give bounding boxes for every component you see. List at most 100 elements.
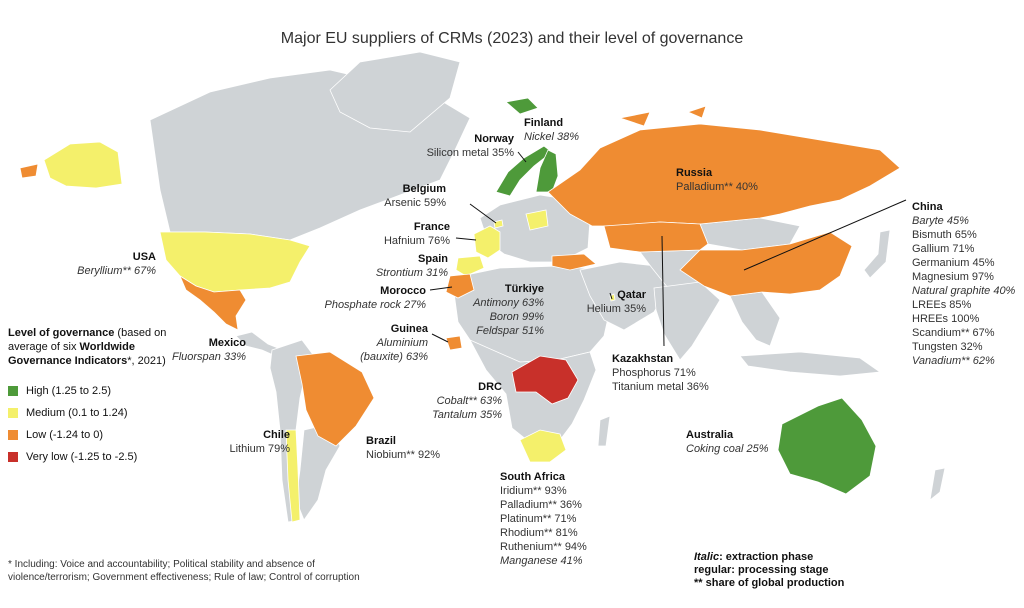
material-line: Feldspar 51%: [476, 325, 544, 337]
material-line: Tantalum 35%: [432, 409, 502, 421]
drc-shape: [511, 355, 579, 405]
footnote: * Including: Voice and accountability; P…: [8, 559, 360, 583]
country-name: Guinea: [390, 323, 428, 335]
material-line: Nickel 38%: [524, 131, 580, 143]
south-africa-shape: [519, 429, 567, 463]
material-line: Baryte 45%: [912, 215, 969, 227]
phase-key: Italic: extraction phase regular: proces…: [694, 551, 844, 590]
chile-shape: [285, 429, 301, 523]
finland-label: Finland Nickel 38%: [524, 116, 579, 144]
material-line: Magnesium 97%: [912, 271, 994, 283]
material-line: Coking coal 25%: [686, 443, 769, 455]
morocco-leader: [429, 286, 453, 291]
material-line: LREEs 85%: [912, 299, 972, 311]
south-africa-label: South Africa Iridium** 93% Palladium** 36%…: [500, 470, 587, 568]
greenland-shape: [329, 51, 461, 133]
material-line: Manganese 41%: [500, 555, 583, 567]
country-name: Russia: [676, 167, 713, 179]
japan-shape: [863, 229, 891, 279]
france-label: France Hafnium 76%: [372, 220, 450, 248]
country-name: Morocco: [380, 285, 426, 297]
material-line: Aluminium: [376, 337, 428, 349]
china-label: China Baryte 45% Bismuth 65% Gallium 71% Ger…: [912, 200, 1015, 368]
chile-label: Chile Lithium 79%: [200, 428, 290, 456]
legend: Level of governance (based on average of…: [8, 326, 188, 472]
guinea-shape: [445, 335, 463, 351]
usa-shape: [159, 231, 311, 293]
australia-label: Australia Coking coal 25%: [686, 428, 769, 456]
material-line: Phosphorus 71%: [612, 367, 696, 379]
belgium-label: Belgium Arsenic 59%: [376, 182, 446, 210]
morocco-label: Morocco Phosphate rock 27%: [310, 284, 426, 312]
new-zealand-shape: [929, 467, 946, 501]
key-share: ** share of global production: [694, 577, 845, 589]
legend-items: High (1.25 to 2.5) Medium (0.1 to 1.24) …: [8, 384, 188, 464]
chukotka-shape: [19, 163, 39, 179]
country-name: Spain: [418, 253, 448, 265]
medium-governance-countries: [43, 141, 616, 523]
qatar-leader: [609, 292, 613, 300]
kazakhstan-label: Kazakhstan Phosphorus 71% Titanium metal 3…: [612, 352, 709, 394]
france-shape: [473, 225, 501, 259]
material-line: Phosphate rock 27%: [324, 299, 426, 311]
china-leader: [743, 199, 907, 271]
kazakhstan-leader: [661, 235, 665, 347]
key-italic: Italic: extraction phase: [694, 551, 814, 563]
low-governance-countries: [19, 105, 901, 447]
guinea-leader: [431, 333, 449, 343]
middle-east-shape: [579, 261, 669, 331]
usa-label: USA Beryllium** 67%: [66, 250, 156, 278]
guinea-label: Guinea Aluminium (bauxite) 63%: [350, 322, 428, 364]
legend-swatch-medium: [8, 408, 18, 418]
material-line: Germanium 45%: [912, 257, 995, 269]
turkiye-shape: [551, 253, 597, 271]
madagascar-shape: [597, 415, 611, 447]
material-line: Gallium 71%: [912, 243, 975, 255]
material-line: Titanium metal 36%: [612, 381, 709, 393]
material-line: Bismuth 65%: [912, 229, 977, 241]
material-line: Lithium 79%: [229, 443, 290, 455]
belgium-shape: [493, 219, 504, 229]
southeast-asia-shape: [729, 291, 781, 347]
material-line: Vanadium** 62%: [912, 355, 995, 367]
morocco-shape: [445, 273, 475, 299]
material-line: Tungsten 32%: [912, 341, 983, 353]
country-name: Australia: [686, 429, 734, 441]
country-name: DRC: [478, 381, 502, 393]
material-line: Niobium** 92%: [366, 449, 440, 461]
material-line: Beryllium** 67%: [77, 265, 156, 277]
country-name: Belgium: [402, 183, 446, 195]
country-name: Chile: [263, 429, 290, 441]
spain-shape: [455, 255, 485, 277]
norway-label: Norway Silicon metal 35%: [420, 132, 514, 160]
leader-lines: [429, 151, 907, 347]
alaska-shape: [43, 141, 123, 189]
material-line: Silicon metal 35%: [426, 147, 514, 159]
south-asia-shape: [653, 281, 721, 361]
map-title: Major EU suppliers of CRMs (2023) and th…: [280, 30, 744, 47]
country-name: Norway: [474, 133, 514, 145]
country-name: Finland: [524, 117, 564, 129]
kazakhstan-shape: [603, 221, 709, 253]
very-low-governance-countries: [511, 355, 579, 405]
legend-item-high: High (1.25 to 2.5): [8, 384, 188, 398]
material-line: Palladium** 40%: [676, 181, 758, 193]
iceland-shape: [505, 97, 539, 115]
material-line: Natural graphite 40%: [912, 285, 1016, 297]
russia-label: Russia Palladium** 40%: [676, 166, 758, 194]
qatar-label: Qatar Helium 35%: [570, 288, 646, 316]
spain-label: Spain Strontium 31%: [350, 252, 448, 280]
material-line: Scandium** 67%: [912, 327, 995, 339]
legend-item-low: Low (-1.24 to 0): [8, 428, 188, 442]
country-name: Türkiye: [504, 283, 544, 295]
material-line: Palladium** 36%: [500, 499, 582, 511]
material-line: Boron 99%: [489, 311, 544, 323]
material-line: Strontium 31%: [375, 267, 448, 279]
material-line: Arsenic 59%: [384, 197, 446, 209]
brazil-label: Brazil Niobium** 92%: [366, 434, 440, 462]
material-line: Helium 35%: [586, 303, 646, 315]
country-name: South Africa: [500, 471, 565, 483]
material-line: Rhodium** 81%: [500, 527, 578, 539]
france-leader: [455, 237, 477, 241]
australia-shape: [777, 397, 877, 495]
